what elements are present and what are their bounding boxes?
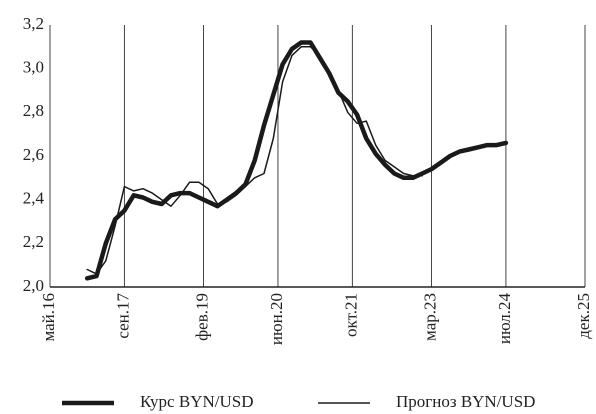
y-tick-label: 3,2 xyxy=(23,14,44,33)
y-tick-label: 2,4 xyxy=(23,189,45,208)
x-tick-label: июн.20 xyxy=(267,293,286,345)
series-line xyxy=(84,40,509,281)
x-tick-label: окт.21 xyxy=(341,293,360,337)
series-line xyxy=(86,46,423,275)
y-tick-label: 2,8 xyxy=(23,101,44,120)
y-tick-label: 2,2 xyxy=(23,232,44,251)
y-tick-label: 3,0 xyxy=(23,58,44,77)
legend-label: Прогноз BYN/USD xyxy=(396,392,535,411)
x-tick-label: дек.25 xyxy=(574,293,593,339)
y-tick-label: 2,0 xyxy=(23,276,44,295)
legend-label: Курс BYN/USD xyxy=(140,392,253,411)
x-tick-label: мар.23 xyxy=(420,293,439,341)
x-tick-label: фев.19 xyxy=(192,293,211,341)
x-tick-label: май.16 xyxy=(39,293,58,342)
y-tick-label: 2,6 xyxy=(23,145,44,164)
x-tick-label: июл.24 xyxy=(495,293,514,345)
x-tick-label: сен.17 xyxy=(113,293,132,339)
